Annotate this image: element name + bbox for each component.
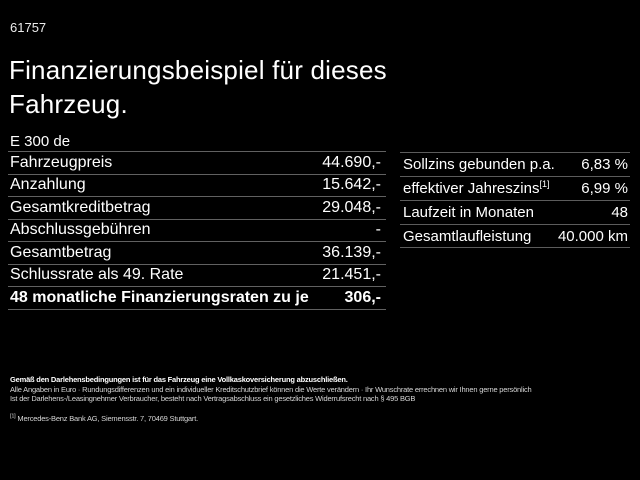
footnotes: Gemäß den Darlehensbedingungen ist für d… (10, 375, 636, 424)
table-row: Sollzins gebunden p.a. 6,83 % (400, 152, 630, 176)
insurance-note: Gemäß den Darlehensbedingungen ist für d… (10, 375, 348, 384)
row-label: 48 monatliche Finanzierungsraten zu je (10, 288, 309, 306)
row-label: Fahrzeugpreis (10, 153, 113, 171)
row-value: 40.000 km (557, 227, 628, 245)
row-value: 15.642,- (322, 176, 381, 194)
row-value: 306,- (344, 288, 381, 306)
bank-source-text: Mercedes-Benz Bank AG, Siemensstr. 7, 70… (17, 414, 198, 424)
row-value: 21.451,- (322, 266, 381, 284)
row-value: 48 (611, 204, 628, 221)
row-value: 29.048,- (322, 198, 381, 216)
bank-source-note: [1] Mercedes-Benz Bank AG, Siemensstr. 7… (10, 414, 636, 424)
row-label: Sollzins gebunden p.a. (403, 156, 555, 173)
table-row: Gesamtlaufleistung 40.000 km (400, 224, 630, 248)
row-label-text: effektiver Jahreszins (403, 180, 540, 197)
row-value: 36.139,- (322, 243, 381, 261)
row-value: 44.690,- (322, 153, 381, 171)
conditions-table: Sollzins gebunden p.a. 6,83 % effektiver… (400, 152, 630, 248)
info-note: Alle Angaben in Euro · Rundungsdifferenz… (10, 384, 532, 394)
withdrawal-note: Ist der Darlehens-/Leasingnehmer Verbrau… (10, 394, 416, 404)
table-row: Fahrzeugpreis 44.690,- (8, 152, 386, 175)
table-row: Gesamtbetrag 36.139,- (8, 242, 386, 265)
row-label: Gesamtlaufleistung (403, 227, 532, 245)
table-row: Laufzeit in Monaten 48 (400, 200, 630, 224)
row-label: effektiver Jahreszins[1] (403, 179, 550, 198)
table-row: effektiver Jahreszins[1] 6,99 % (400, 176, 630, 200)
row-label: Anzahlung (10, 176, 86, 194)
table-row: Anzahlung 15.642,- (8, 175, 386, 197)
footnote-marker: [1] (10, 413, 16, 420)
footnote-marker: [1] (539, 179, 550, 189)
page-title: Finanzierungsbeispiel für dieses Fahrzeu… (9, 55, 387, 119)
finance-table: E 300 de Fahrzeugpreis 44.690,- Anzahlun… (8, 132, 386, 310)
row-label: Abschlussgebühren (10, 221, 151, 239)
row-value: 6,83 % (581, 156, 628, 173)
table-row: Gesamtkreditbetrag 29.048,- (8, 197, 386, 220)
model-row: E 300 de (8, 132, 386, 152)
row-label: Schlussrate als 49. Rate (10, 266, 184, 284)
offer-reference-number: 61757 (10, 20, 47, 35)
row-value: - (375, 221, 381, 239)
row-label: Gesamtkreditbetrag (10, 198, 151, 216)
row-label: Gesamtbetrag (10, 243, 112, 261)
monthly-rate-row: 48 monatliche Finanzierungsraten zu je 3… (8, 287, 386, 310)
table-row: Schlussrate als 49. Rate 21.451,- (8, 265, 386, 287)
row-value: 6,99 % (581, 180, 628, 197)
model-name: E 300 de (10, 133, 71, 150)
table-row: Abschlussgebühren - (8, 220, 386, 242)
row-label: Laufzeit in Monaten (403, 204, 534, 221)
